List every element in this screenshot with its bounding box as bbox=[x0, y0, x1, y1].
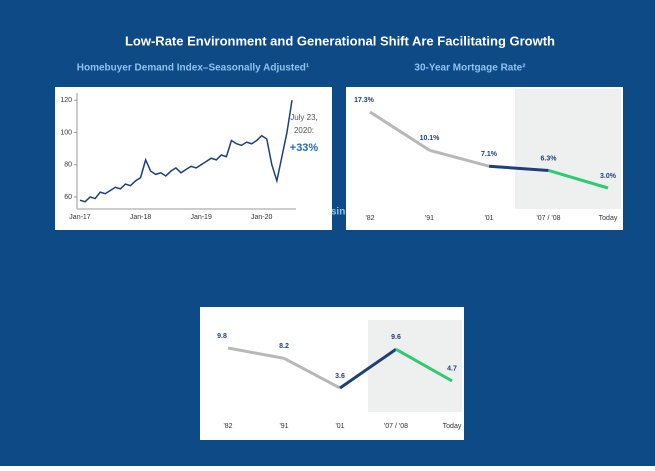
x-tick-label: Jan-19 bbox=[190, 214, 212, 221]
card bbox=[55, 87, 332, 230]
data-line bbox=[79, 100, 293, 203]
y-tick-label: 80 bbox=[64, 162, 72, 169]
data-label: 9.6 bbox=[391, 334, 401, 341]
line-segment bbox=[339, 348, 397, 390]
data-label: 9.8 bbox=[217, 333, 227, 340]
x-tick-label: '82 bbox=[223, 423, 232, 430]
x-tick-label: '01 bbox=[335, 423, 344, 430]
slide-title: Low-Rate Environment and Generational Sh… bbox=[125, 33, 555, 48]
data-label: 17.3% bbox=[354, 97, 375, 104]
y-tick-label: 100 bbox=[60, 129, 72, 136]
data-label: 8.2 bbox=[279, 343, 289, 350]
chart-title: Homebuyer Demand Index–Seasonally Adjust… bbox=[77, 63, 310, 74]
annotation: July 23, bbox=[290, 113, 318, 122]
x-tick-label: Today bbox=[599, 215, 618, 222]
data-label: 10.1% bbox=[420, 135, 441, 142]
highlight-region bbox=[368, 320, 462, 412]
line-segment bbox=[548, 169, 609, 190]
line-segment bbox=[395, 347, 453, 383]
chart-title: Months Housing Supply³ bbox=[273, 207, 391, 218]
annotation: 2020: bbox=[294, 126, 314, 135]
y-tick-label: 60 bbox=[64, 194, 72, 201]
data-label: 3.6 bbox=[335, 373, 345, 380]
data-label: 6.3% bbox=[541, 155, 558, 162]
x-tick-label: Today bbox=[443, 423, 462, 430]
x-tick-label: '91 bbox=[425, 215, 434, 222]
line-segment bbox=[429, 148, 490, 168]
data-label: 4.7 bbox=[447, 366, 457, 373]
x-tick-label: '07 / '08 bbox=[536, 215, 560, 222]
line-segment bbox=[283, 356, 341, 390]
annotation: +33% bbox=[290, 142, 319, 154]
data-label: 7.1% bbox=[481, 151, 498, 158]
chart-title: 30-Year Mortgage Rate² bbox=[414, 63, 526, 74]
data-label: 3.0% bbox=[600, 173, 617, 180]
x-tick-label: '07 / '08 bbox=[384, 423, 408, 430]
x-tick-label: '91 bbox=[279, 423, 288, 430]
line-segment bbox=[227, 346, 285, 360]
x-tick-label: '01 bbox=[484, 215, 493, 222]
line-segment bbox=[369, 110, 431, 152]
line-segment bbox=[488, 164, 549, 172]
x-tick-label: Jan-20 bbox=[251, 214, 273, 221]
y-tick-label: 120 bbox=[60, 97, 72, 104]
x-tick-label: '82 bbox=[365, 215, 374, 222]
x-tick-label: Jan-18 bbox=[130, 214, 152, 221]
highlight-region bbox=[515, 89, 621, 209]
x-tick-label: Jan-17 bbox=[69, 214, 91, 221]
